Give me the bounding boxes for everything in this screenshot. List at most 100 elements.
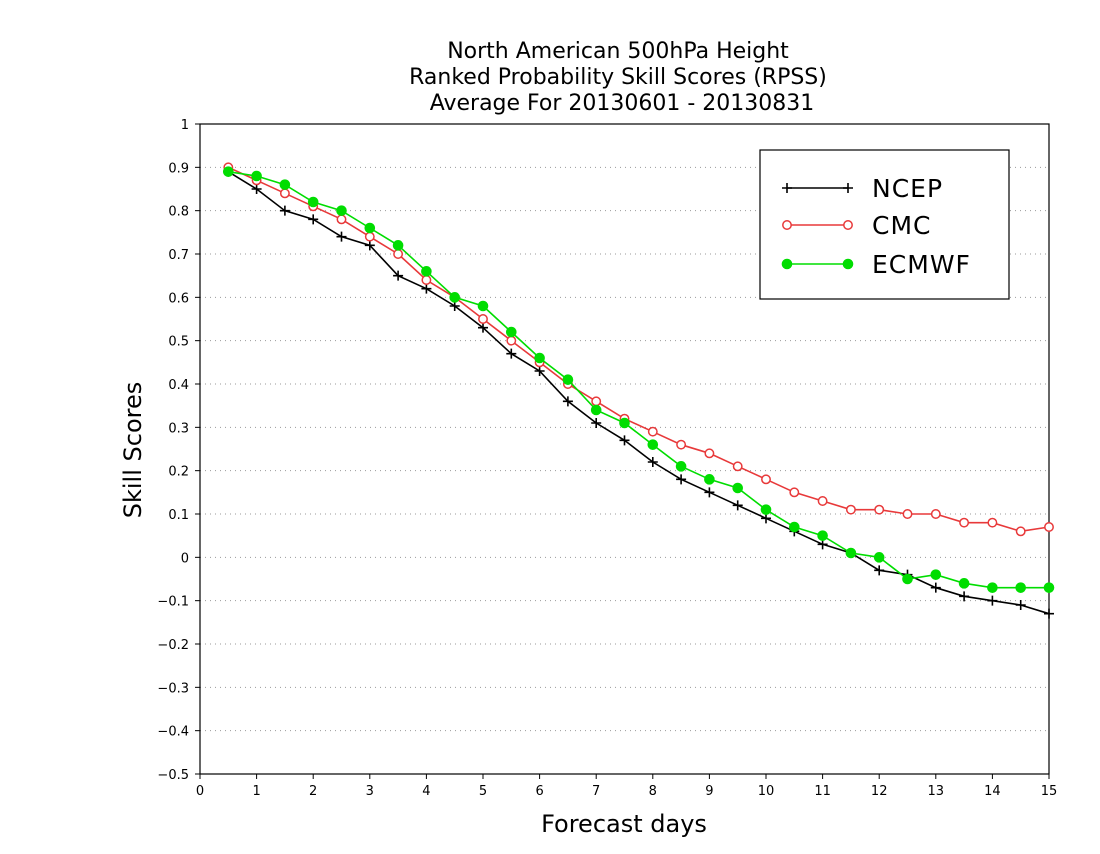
ncep-point — [1015, 600, 1026, 610]
cmc-point — [874, 504, 885, 515]
ncep-point — [987, 595, 998, 606]
x-tick-label: 10 — [758, 784, 775, 799]
title-line-1: North American 500hPa Height — [447, 39, 789, 64]
ncep-point — [336, 231, 347, 242]
x-tick-label: 8 — [649, 784, 657, 799]
ecmwf-point — [958, 578, 970, 589]
y-tick-label: 0.1 — [168, 508, 189, 523]
y-tick-label: 0.6 — [168, 291, 189, 306]
cmc-point — [902, 509, 913, 519]
legend-label-cmc: CMC — [872, 211, 931, 240]
x-tick-label: 3 — [366, 784, 374, 799]
y-tick-label: −0.3 — [157, 681, 189, 696]
ncep-point — [449, 301, 460, 311]
cmc-point — [393, 249, 404, 259]
legend-entry-cmc: CMC — [782, 211, 931, 240]
ncep-point — [1044, 608, 1054, 619]
y-tick-label: 0.5 — [168, 335, 189, 350]
ecmwf-point — [760, 504, 772, 515]
ncep-point — [421, 283, 432, 294]
ncep-point — [591, 418, 602, 428]
ecmwf-point — [789, 521, 800, 533]
ncep-point — [761, 513, 771, 524]
ecmwf-point — [251, 170, 262, 182]
y-tick-label: 0.8 — [168, 205, 189, 220]
title-line-2: Ranked Probability Skill Scores (RPSS) — [409, 65, 827, 90]
ecmwf-point — [477, 300, 489, 312]
ecmwf-point — [845, 547, 857, 559]
x-axis-title: Forecast days — [541, 810, 707, 838]
cmc-point — [1044, 522, 1054, 532]
ncep-point — [364, 240, 375, 251]
x-tick-label: 0 — [196, 784, 204, 799]
y-tick-label: −0.5 — [157, 768, 189, 783]
ncep-point — [562, 396, 573, 407]
cmc-point — [930, 509, 941, 519]
legend-marker-ecmwf — [842, 258, 854, 270]
x-tick-label: 12 — [871, 784, 888, 799]
cmc-point — [959, 517, 970, 528]
x-tick-label: 4 — [422, 784, 430, 799]
ecmwf-point — [1043, 582, 1055, 593]
cmc-point — [845, 504, 856, 515]
y-tick-label: −0.4 — [157, 725, 189, 740]
cmc-point — [789, 487, 800, 498]
plot-area-frame — [199, 123, 1050, 775]
series-layer — [223, 162, 1055, 619]
y-tick-label: 1 — [181, 118, 189, 133]
ncep-point — [817, 539, 828, 550]
ecmwf-point — [817, 530, 828, 541]
cmc-point — [647, 426, 658, 437]
cmc-point — [336, 214, 347, 225]
series-ecmwf — [223, 166, 1055, 593]
series-ncep — [223, 166, 1054, 619]
ecmwf-point — [534, 352, 545, 364]
x-tick-label: 5 — [479, 784, 487, 799]
x-tick-label: 14 — [984, 784, 1001, 799]
ncep-point — [279, 205, 290, 216]
ecmwf-point — [307, 196, 319, 208]
ecmwf-point — [392, 240, 404, 251]
ncep-point — [732, 500, 743, 511]
legend-marker-cmc — [782, 220, 792, 230]
ncep-point — [930, 582, 941, 593]
cmc-point — [761, 474, 771, 485]
ecmwf-point — [223, 166, 234, 177]
legend-marker-ecmwf — [781, 258, 793, 270]
legend-marker-ncep — [782, 183, 792, 193]
y-tick-label: 0 — [181, 551, 189, 566]
ecmwf-point — [364, 222, 376, 234]
cmc-point — [421, 275, 432, 285]
ncep-point — [874, 565, 885, 576]
y-tick-label: −0.1 — [157, 595, 189, 610]
cmc-point — [987, 517, 998, 528]
y-tick-label: −0.2 — [157, 638, 189, 653]
ncep-point — [308, 214, 319, 225]
y-axis-title: Skill Scores — [119, 382, 147, 519]
ncep-point — [676, 474, 687, 485]
ecmwf-point — [987, 582, 998, 593]
ncep-point — [647, 457, 658, 467]
y-tick-label: 0.4 — [168, 378, 189, 393]
cmc-point — [1015, 526, 1026, 537]
ecmwf-point — [930, 569, 942, 580]
x-tick-label: 6 — [535, 784, 543, 799]
legend: NCEP CMC ECMWF — [759, 149, 1010, 300]
ncep-point — [619, 435, 630, 446]
ecmwf-point — [902, 573, 913, 585]
y-tick-label: 0.2 — [168, 465, 189, 480]
ecmwf-point — [873, 552, 885, 563]
x-tick-label: 11 — [814, 784, 831, 799]
ecmwf-point — [1015, 582, 1027, 593]
chart-title: North American 500hPa Height Ranked Prob… — [409, 39, 827, 116]
cmc-point — [676, 439, 687, 450]
ecmwf-point — [449, 292, 461, 303]
ncep-point — [704, 487, 715, 498]
ncep-point — [534, 366, 545, 376]
legend-marker-cmc — [843, 220, 853, 230]
legend-label-ecmwf: ECMWF — [872, 250, 971, 279]
ecmwf-point — [279, 179, 291, 190]
cmc-point — [704, 448, 715, 459]
ecmwf-point — [647, 439, 659, 450]
